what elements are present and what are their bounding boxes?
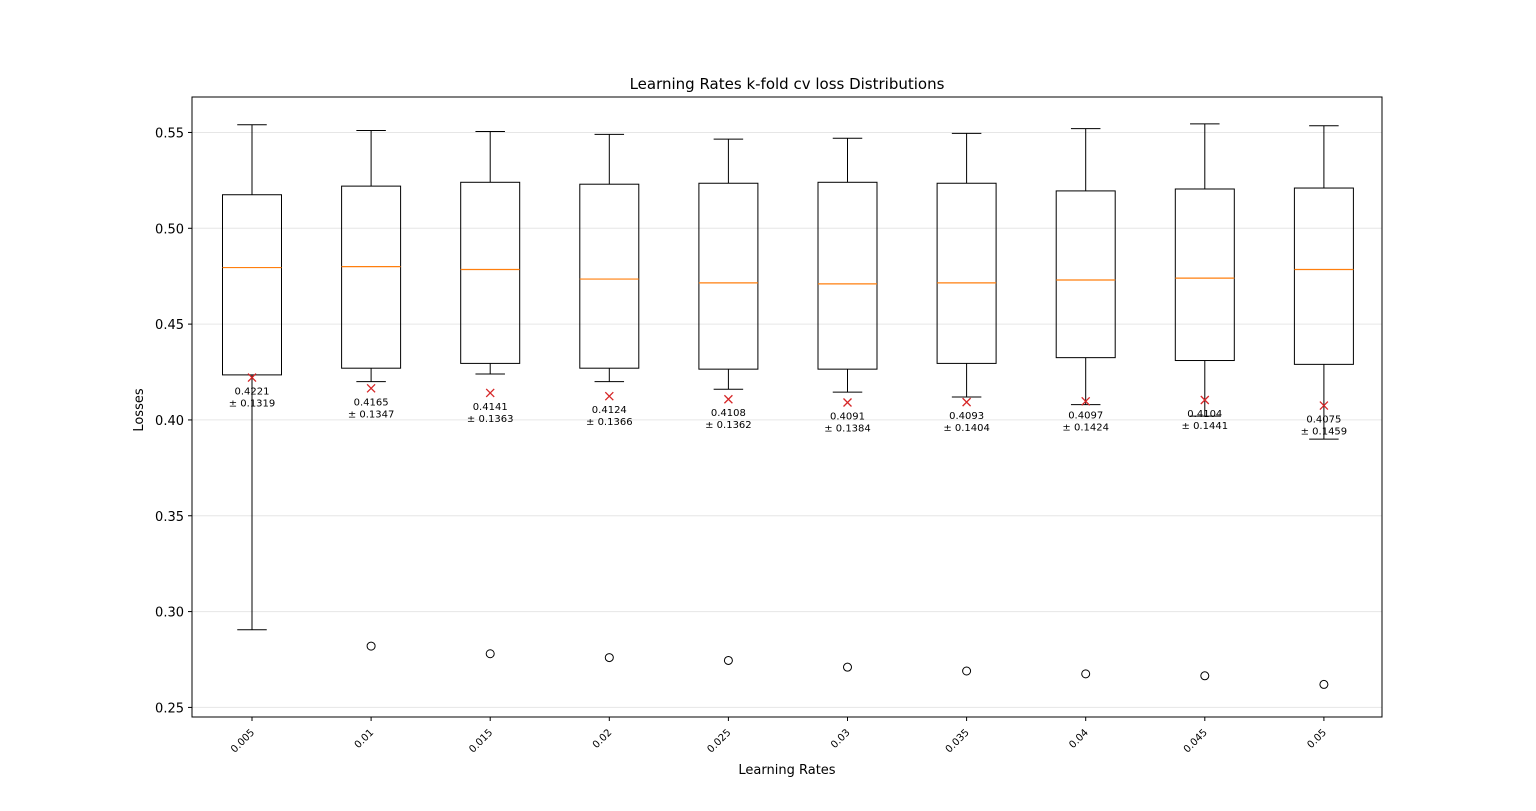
y-tick-label: 0.55: [155, 126, 184, 141]
outlier-point: [1200, 671, 1210, 681]
mean-0.05: 0.4075± 0.1459: [1301, 401, 1348, 438]
box-0.005: [222, 124, 282, 631]
iqr-box: [579, 183, 640, 369]
iqr-box: [698, 182, 759, 370]
mean-0.015: 0.4141± 0.1363: [467, 388, 514, 425]
mean-value-label: 0.4221: [235, 387, 270, 398]
box-series: [222, 123, 1354, 689]
grid-lines: [192, 131, 1382, 708]
mean-marker: [1081, 396, 1091, 406]
outlier-point: [843, 662, 852, 672]
box-0.01: [341, 130, 402, 651]
box-0.025: [698, 138, 759, 665]
y-axis-label: Losses: [132, 388, 147, 432]
iqr-box: [222, 194, 282, 376]
y-tick-label: 0.35: [155, 510, 184, 525]
mean-0.045: 0.4104± 0.1441: [1182, 395, 1229, 432]
mean-marker: [366, 383, 376, 393]
iqr-box: [817, 181, 878, 370]
mean-marker: [962, 397, 972, 407]
x-axis-label: Learning Rates: [738, 763, 835, 778]
mean-0.025: 0.4108± 0.1362: [705, 394, 752, 431]
y-axis-ticks: 0.25 0.30 0.35 0.40 0.45 0.50 0.55: [155, 126, 192, 716]
iqr-box: [1174, 188, 1235, 362]
chart-title: Learning Rates k-fold cv loss Distributi…: [630, 75, 945, 93]
mean-marker: [247, 373, 257, 383]
outlier-point: [1081, 669, 1091, 679]
mean-value-label: 0.4097: [1068, 410, 1103, 421]
mean-value-label: 0.4091: [830, 411, 865, 422]
mean-std-label: ± 0.1319: [229, 399, 276, 410]
plot-frame: [191, 96, 1383, 718]
mean-0.01: 0.4165± 0.1347: [348, 383, 395, 420]
mean-marker: [485, 388, 495, 398]
y-tick-label: 0.45: [155, 318, 184, 333]
iqr-box: [1055, 190, 1116, 359]
mean-std-label: ± 0.1347: [348, 409, 395, 420]
iqr-box: [341, 185, 402, 369]
mean-value-label: 0.4093: [949, 411, 984, 422]
iqr-box: [460, 181, 521, 364]
mean-0.035: 0.4093± 0.1404: [943, 397, 990, 434]
mean-std-label: ± 0.1384: [824, 423, 871, 434]
mean-0.005: 0.4221± 0.1319: [229, 373, 276, 410]
mean-std-label: ± 0.1441: [1182, 421, 1229, 432]
mean-value-label: 0.4124: [592, 405, 627, 416]
mean-marker: [1200, 395, 1210, 405]
y-tick-label: 0.30: [155, 606, 184, 621]
outlier-point: [485, 649, 495, 659]
mean-0.02: 0.4124± 0.1366: [586, 391, 633, 428]
mean-marker: [604, 391, 614, 401]
box-0.045: [1174, 123, 1235, 681]
outlier-point: [366, 641, 376, 651]
mean-0.04: 0.4097± 0.1424: [1062, 396, 1109, 433]
y-tick-label: 0.25: [155, 701, 184, 716]
box-0.02: [579, 133, 640, 663]
box-0.04: [1055, 128, 1116, 679]
y-tick-label: 0.50: [155, 222, 184, 237]
outlier-point: [962, 666, 972, 676]
iqr-box: [936, 182, 997, 364]
mean-marker: [723, 394, 733, 404]
outlier-point: [1319, 679, 1329, 689]
mean-std-label: ± 0.1424: [1062, 422, 1109, 433]
outlier-point: [723, 655, 733, 665]
mean-value-label: 0.4141: [473, 402, 508, 413]
mean-std-label: ± 0.1404: [943, 423, 990, 434]
mean-std-label: ± 0.1366: [586, 417, 633, 428]
box-0.035: [936, 132, 997, 676]
mean-value-label: 0.4104: [1187, 409, 1222, 420]
outlier-point: [604, 653, 614, 663]
box-0.03: [817, 137, 878, 672]
iqr-box: [1293, 187, 1354, 365]
mean-marker: [1319, 401, 1329, 411]
mean-std-label: ± 0.1459: [1301, 427, 1348, 438]
box-0.015: [460, 130, 521, 659]
mean-value-label: 0.4108: [711, 408, 746, 419]
mean-value-label: 0.4075: [1306, 415, 1341, 426]
y-tick-label: 0.40: [155, 414, 184, 429]
mean-value-label: 0.4165: [354, 397, 389, 408]
box-0.05: [1293, 125, 1354, 689]
mean-0.03: 0.4091± 0.1384: [824, 398, 871, 434]
mean-std-label: ± 0.1362: [705, 420, 752, 431]
mean-marker: [843, 398, 852, 407]
mean-std-label: ± 0.1363: [467, 414, 514, 425]
